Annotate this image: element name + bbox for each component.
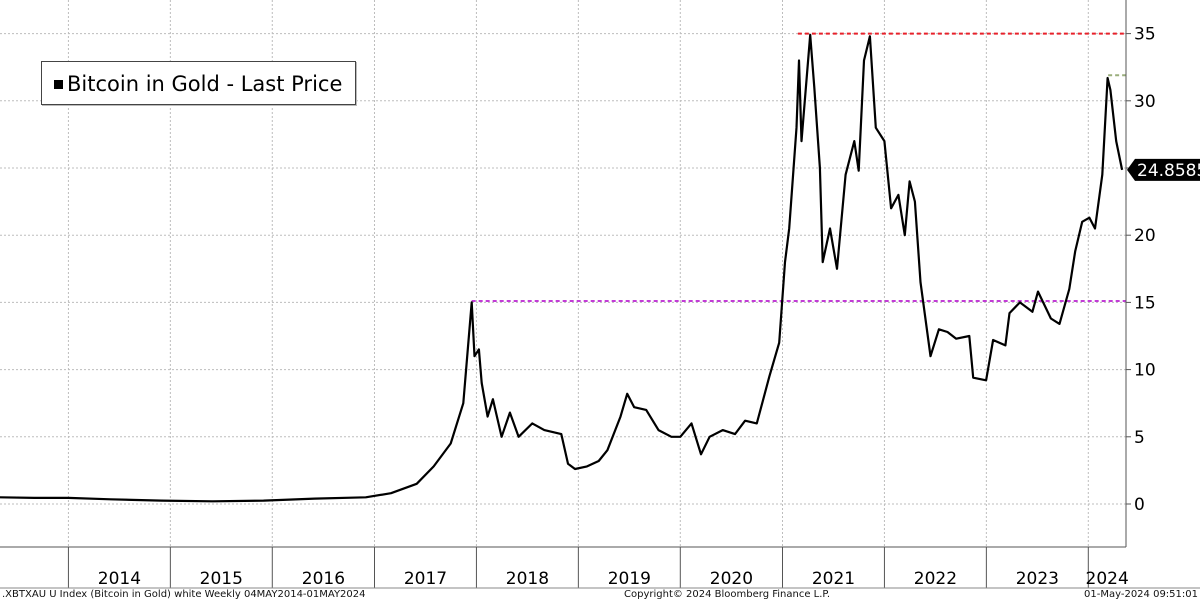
last-value-label: 24.8585 (1137, 161, 1200, 181)
y-tick-label-15: 15 (1134, 293, 1156, 313)
x-axis-year-labels: 2014 2015 2016 2017 2018 2019 2020 2021 2022 2023… (98, 569, 1129, 589)
last-value-marker: 24.8585 (1127, 158, 1200, 181)
x-tick-label-2023: 2023 (1016, 569, 1059, 589)
legend-label: Bitcoin in Gold - Last Price (67, 72, 343, 96)
x-tick-label-2024: 2024 (1086, 569, 1129, 589)
x-tick-label-2019: 2019 (608, 569, 651, 589)
series-line-0 (0, 33, 1124, 503)
x-tick-label-2021: 2021 (812, 569, 855, 589)
legend: Bitcoin in Gold - Last Price (41, 61, 356, 105)
x-tick-label-2014: 2014 (98, 569, 141, 589)
x-tick-label-2016: 2016 (302, 569, 345, 589)
y-tick-label-35: 35 (1134, 25, 1156, 45)
y-tick-label-5: 5 (1134, 428, 1145, 448)
y-tick-label-10: 10 (1134, 361, 1156, 381)
x-tick-label-2020: 2020 (710, 569, 753, 589)
vertical-gridlines (67, 0, 1089, 547)
legend-swatch (54, 80, 63, 89)
last-value-badge (1127, 158, 1200, 181)
reference-lines (471, 32, 1126, 303)
x-tick-label-2018: 2018 (506, 569, 549, 589)
x-tick-label-2015: 2015 (200, 569, 243, 589)
footer-index-info: .XBTXAU U Index (Bitcoin in Gold) white … (2, 589, 366, 600)
y-tick-label-0: 0 (1134, 495, 1145, 515)
x-tick-label-2022: 2022 (914, 569, 957, 589)
series-lines (0, 33, 1124, 503)
footer-timestamp: 01-May-2024 09:51:01 (1084, 589, 1198, 600)
x-tick-label-2017: 2017 (404, 569, 447, 589)
y-tick-label-20: 20 (1134, 226, 1156, 246)
y-tick-label-30: 30 (1134, 92, 1156, 112)
y-axis-tick-labels: 05101520253035 (1134, 25, 1156, 515)
footer-copyright: Copyright© 2024 Bloomberg Finance L.P. (624, 589, 831, 600)
